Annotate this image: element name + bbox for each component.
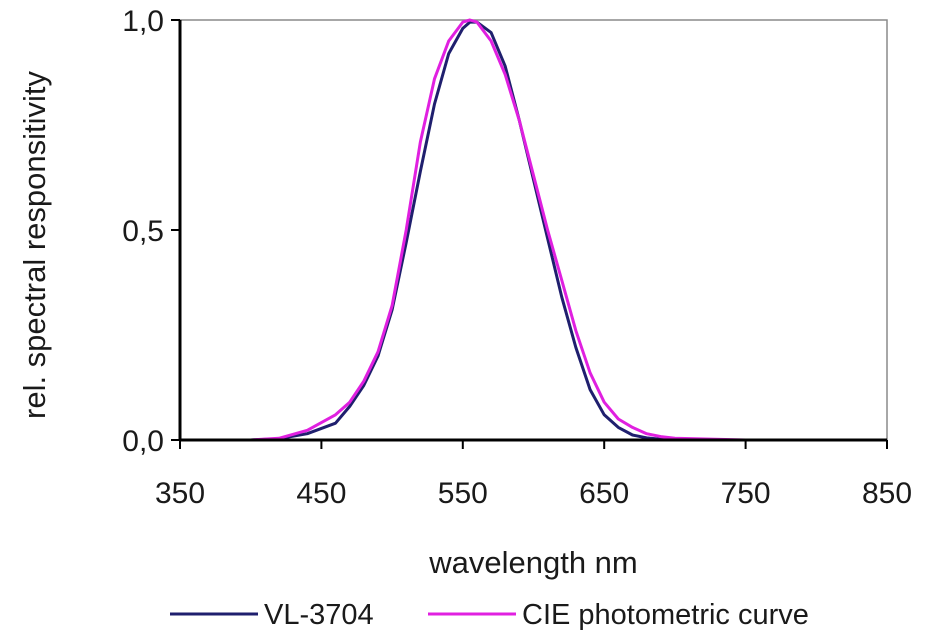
y-axis-title: rel. spectral responsitivity [17,70,52,419]
y-tick-label: 0,0 [122,425,164,458]
x-tick-label: 750 [721,477,771,510]
x-axis-title: wavelength nm [428,545,638,580]
x-tick-label: 650 [579,477,629,510]
x-tick-label: 450 [296,477,346,510]
legend: VL-3704 CIE photometric curve [170,599,809,631]
series-layer [180,18,887,442]
x-tick-label: 550 [438,477,488,510]
series-line-1 [180,18,887,442]
legend-label-vl-3704: VL-3704 [264,599,374,631]
x-tick-label: 850 [862,477,912,510]
y-tick-label: 1,0 [122,5,164,38]
x-tick-label: 350 [155,477,205,510]
y-tick-label: 0,5 [122,215,164,248]
x-ticks: 350 450 550 650 750 850 [155,440,912,510]
legend-label-cie-photometric-curve: CIE photometric curve [522,599,809,631]
series-line-0 [180,20,887,442]
y-ticks: 0,0 0,5 1,0 [122,5,180,458]
